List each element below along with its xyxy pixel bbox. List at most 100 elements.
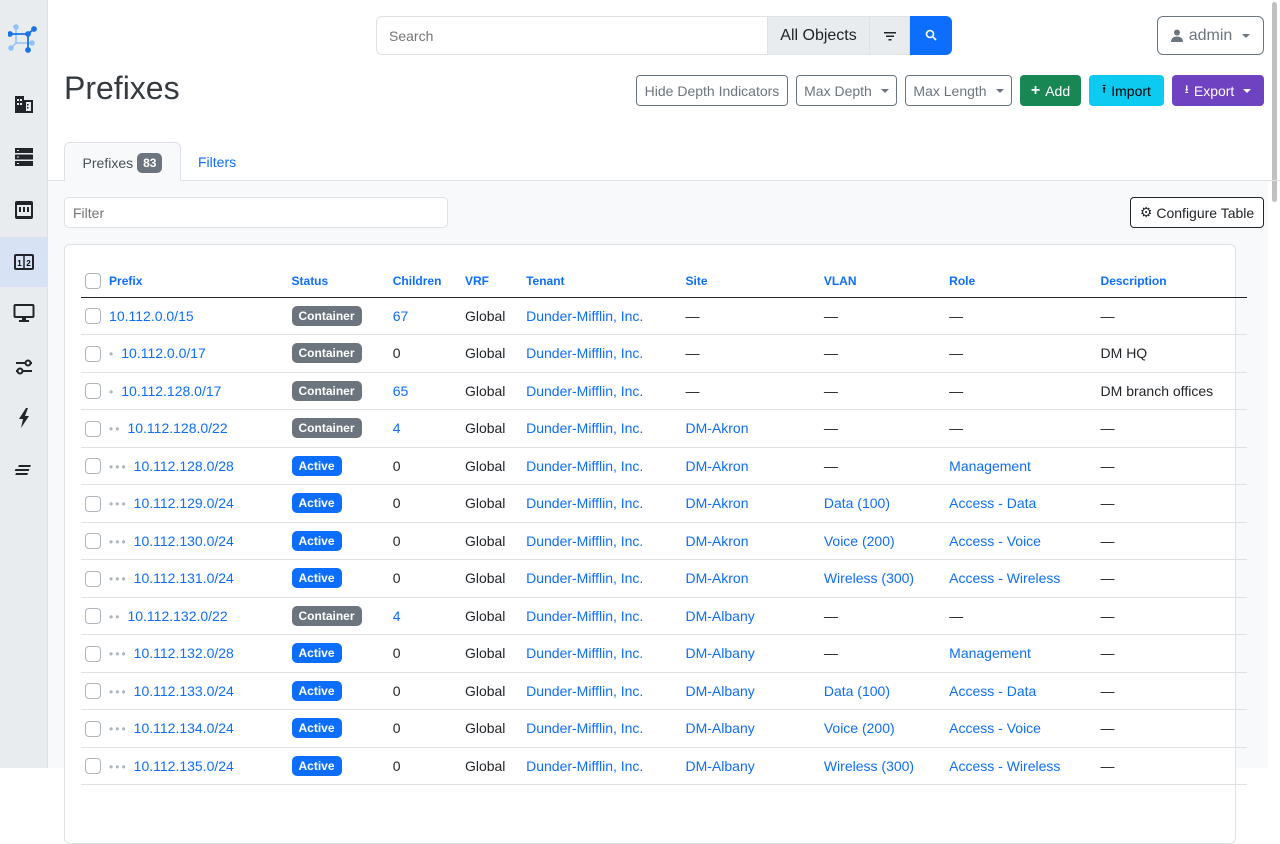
- children-link[interactable]: 65: [392, 382, 409, 399]
- prefix-link[interactable]: 10.112.133.0/24: [133, 682, 234, 699]
- search-button[interactable]: [910, 16, 952, 55]
- site-link[interactable]: DM-Akron: [685, 532, 749, 549]
- site-link[interactable]: DM-Akron: [685, 495, 749, 512]
- prefix-link[interactable]: 10.112.130.0/24: [133, 532, 234, 549]
- prefix-link[interactable]: 10.112.134.0/24: [133, 720, 234, 737]
- tenant-link[interactable]: Dunder-Mifflin, Inc.: [526, 382, 644, 399]
- logo[interactable]: [0, 14, 47, 64]
- export-button[interactable]: ⭳ Export: [1172, 75, 1264, 106]
- max-length-dropdown[interactable]: Max Length: [905, 75, 1012, 106]
- prefix-link[interactable]: 10.112.128.0/28: [133, 457, 234, 474]
- site-link[interactable]: DM-Albany: [685, 607, 755, 624]
- site-link[interactable]: DM-Akron: [685, 457, 749, 474]
- tenant-link[interactable]: Dunder-Mifflin, Inc.: [526, 570, 644, 587]
- children-link[interactable]: 67: [392, 307, 409, 324]
- search-scope-select[interactable]: All Objects: [768, 16, 869, 55]
- row-checkbox[interactable]: [85, 420, 101, 437]
- tenant-link[interactable]: Dunder-Mifflin, Inc.: [526, 757, 644, 774]
- prefix-link[interactable]: 10.112.0.0/15: [109, 307, 194, 324]
- filter-lines-icon[interactable]: [869, 16, 910, 55]
- site-link[interactable]: DM-Albany: [685, 682, 755, 699]
- vlan-link[interactable]: Wireless (300): [823, 570, 915, 587]
- site-link[interactable]: DM-Akron: [685, 420, 749, 437]
- column-header[interactable]: VLAN: [819, 265, 946, 298]
- role-link[interactable]: Access - Voice: [949, 720, 1041, 737]
- column-header[interactable]: Site: [681, 265, 820, 298]
- tenant-link[interactable]: Dunder-Mifflin, Inc.: [526, 307, 644, 324]
- row-checkbox[interactable]: [85, 533, 101, 550]
- hide-depth-button[interactable]: Hide Depth Indicators: [636, 75, 788, 106]
- import-button[interactable]: ⭱ Import: [1089, 75, 1164, 106]
- site-link[interactable]: DM-Albany: [685, 645, 755, 662]
- tenant-link[interactable]: Dunder-Mifflin, Inc.: [526, 645, 644, 662]
- vlan-link[interactable]: Voice (200): [823, 532, 895, 549]
- tab-filters[interactable]: Filters: [198, 154, 237, 170]
- tenant-link[interactable]: Dunder-Mifflin, Inc.: [526, 457, 644, 474]
- vlan-link[interactable]: Wireless (300): [823, 757, 915, 774]
- prefix-link[interactable]: 10.112.128.0/17: [121, 382, 222, 399]
- building-icon[interactable]: [0, 79, 47, 129]
- column-header[interactable]: VRF: [460, 265, 523, 298]
- row-checkbox[interactable]: [85, 683, 101, 700]
- prefix-link[interactable]: 10.112.135.0/24: [133, 757, 234, 774]
- tenant-link[interactable]: Dunder-Mifflin, Inc.: [526, 532, 644, 549]
- tenant-link[interactable]: Dunder-Mifflin, Inc.: [526, 420, 644, 437]
- monitor-icon[interactable]: [0, 288, 47, 338]
- vlan-link[interactable]: Data (100): [823, 682, 890, 699]
- row-checkbox[interactable]: [85, 570, 101, 587]
- scrollbar[interactable]: [1268, 0, 1280, 768]
- prefix-link[interactable]: 10.112.128.0/22: [127, 420, 228, 437]
- site-link[interactable]: DM-Akron: [685, 570, 749, 587]
- lines-icon[interactable]: [0, 445, 47, 495]
- prefix-link[interactable]: 10.112.129.0/24: [133, 495, 234, 512]
- role-link[interactable]: Access - Wireless: [949, 570, 1061, 587]
- lightning-icon[interactable]: [0, 393, 47, 443]
- column-header[interactable]: Children: [388, 265, 461, 298]
- filter-input[interactable]: [64, 197, 448, 228]
- site-link[interactable]: DM-Albany: [685, 757, 755, 774]
- column-header[interactable]: Role: [945, 265, 1097, 298]
- children-link[interactable]: 4: [392, 607, 401, 624]
- row-checkbox[interactable]: [85, 383, 101, 400]
- row-checkbox[interactable]: [85, 720, 101, 737]
- prefix-link[interactable]: 10.112.132.0/28: [133, 645, 234, 662]
- row-checkbox[interactable]: [85, 458, 101, 475]
- tenant-link[interactable]: Dunder-Mifflin, Inc.: [526, 720, 644, 737]
- max-depth-dropdown[interactable]: Max Depth: [796, 75, 897, 106]
- role-link[interactable]: Management: [949, 457, 1031, 474]
- column-header[interactable]: Prefix: [105, 265, 288, 298]
- role-link[interactable]: Access - Voice: [949, 532, 1041, 549]
- tenant-link[interactable]: Dunder-Mifflin, Inc.: [526, 495, 644, 512]
- row-checkbox[interactable]: [85, 345, 101, 362]
- row-checkbox[interactable]: [85, 645, 101, 662]
- tenant-link[interactable]: Dunder-Mifflin, Inc.: [526, 607, 644, 624]
- row-checkbox[interactable]: [85, 608, 101, 625]
- prefix-link[interactable]: 10.112.131.0/24: [133, 570, 234, 587]
- row-checkbox[interactable]: [85, 495, 101, 512]
- row-checkbox[interactable]: [85, 308, 101, 325]
- children-link[interactable]: 4: [392, 420, 401, 437]
- column-header[interactable]: Status: [287, 265, 389, 298]
- tenant-link[interactable]: Dunder-Mifflin, Inc.: [526, 345, 644, 362]
- site-link[interactable]: DM-Albany: [685, 720, 755, 737]
- server-icon[interactable]: [0, 132, 47, 182]
- select-all-checkbox[interactable]: [85, 272, 101, 289]
- column-header[interactable]: Tenant: [522, 265, 682, 298]
- configure-table-button[interactable]: ⚙ Configure Table: [1130, 197, 1264, 228]
- column-header[interactable]: Description: [1096, 265, 1247, 298]
- role-link[interactable]: Management: [949, 645, 1031, 662]
- search-input[interactable]: [376, 16, 768, 55]
- prefix-link[interactable]: 10.112.132.0/22: [127, 607, 228, 624]
- role-link[interactable]: Access - Data: [949, 682, 1037, 699]
- row-checkbox[interactable]: [85, 758, 101, 775]
- user-menu-button[interactable]: admin: [1157, 16, 1264, 55]
- role-link[interactable]: Access - Data: [949, 495, 1037, 512]
- vlan-link[interactable]: Data (100): [823, 495, 890, 512]
- tab-prefixes[interactable]: Prefixes 83: [64, 142, 181, 182]
- tenant-link[interactable]: Dunder-Mifflin, Inc.: [526, 682, 644, 699]
- sliders-icon[interactable]: [0, 342, 47, 392]
- vlan-link[interactable]: Voice (200): [823, 720, 895, 737]
- rack-icon[interactable]: [0, 185, 47, 235]
- role-link[interactable]: Access - Wireless: [949, 757, 1061, 774]
